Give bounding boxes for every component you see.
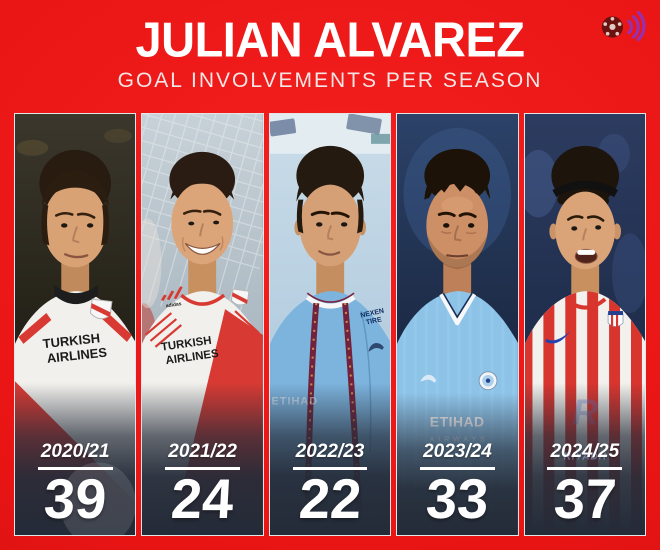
season-card-2021-22: adidas TURKISH AIRLINES 2021/22 24 — [141, 113, 264, 536]
season-label: 2024/25 — [547, 441, 623, 471]
football-pattern — [603, 16, 622, 36]
headband — [551, 180, 618, 198]
header: JULIAN ALVAREZ GOAL INVOLVEMENTS PER SEA… — [0, 11, 660, 93]
nike-swoosh-icon — [545, 330, 570, 344]
player-photo-river-2021: adidas TURKISH AIRLINES — [142, 114, 263, 535]
svg-text:NEXEN: NEXEN — [360, 308, 385, 320]
card-stats: 2023/24 33 — [397, 441, 517, 531]
card-stats: 2020/21 39 — [15, 441, 135, 531]
season-card-2022-23: NEXEN TIRE ETIHAD 2022/23 22 — [268, 113, 392, 536]
page-title: JULIAN ALVAREZ — [135, 11, 525, 68]
goal-involvements-value: 37 — [552, 467, 618, 531]
goal-involvements-value: 22 — [297, 467, 363, 531]
goal-involvements-value: 24 — [169, 467, 236, 531]
sleeve-sponsor-text: NEXEN TIRE — [360, 308, 385, 327]
goal-involvements-value: 39 — [42, 467, 109, 531]
signal-waves-icon — [627, 10, 646, 42]
shirt-sponsor-text: TURKISH AIRLINES — [42, 330, 108, 366]
svg-text:TURKISH: TURKISH — [42, 330, 101, 351]
puma-logo — [368, 343, 384, 352]
season-label: 2020/21 — [37, 441, 113, 471]
atletico-crest — [607, 311, 624, 327]
ghost-shirt-sponsor: RIYADH — [563, 451, 606, 462]
player-photo-river-2020: TURKISH AIRLINES — [15, 114, 136, 535]
football-signal-icon — [601, 10, 646, 42]
season-card-2023-24: ETIHAD AIRWAYS 2023/24 33 — [396, 113, 519, 536]
river-plate-crest — [89, 298, 113, 320]
season-card-2024-25: R RIYADH 2024/25 37 — [523, 113, 647, 536]
season-label: 2021/22 — [165, 441, 240, 471]
season-cards-row: TURKISH AIRLINES 2020/21 39 — [14, 113, 647, 536]
season-label: 2022/23 — [292, 441, 368, 471]
player-photo-city-2023: ETIHAD AIRWAYS — [397, 114, 518, 535]
player-photo-atletico-2024: R RIYADH — [524, 114, 646, 535]
puma-logo — [420, 374, 437, 383]
svg-text:AIRLINES: AIRLINES — [46, 345, 108, 366]
season-card-2020-21: TURKISH AIRLINES 2020/21 39 — [14, 113, 137, 536]
card-stats: 2021/22 24 — [142, 441, 262, 531]
goal-involvements-value: 33 — [424, 467, 491, 531]
river-plate-crest — [231, 288, 250, 306]
svg-text:TIRE: TIRE — [365, 316, 382, 326]
adidas-wordmark: adidas — [166, 301, 183, 309]
card-stats: 2024/25 37 — [525, 441, 645, 531]
champions-banner — [269, 114, 391, 144]
man-city-badge — [478, 371, 498, 391]
page-subtitle: GOAL INVOLVEMENTS PER SEASON — [117, 69, 543, 92]
card-stats: 2022/23 22 — [270, 441, 390, 531]
season-label: 2023/24 — [420, 441, 495, 471]
adidas-logo: adidas — [161, 286, 184, 309]
player-photo-city-2022: NEXEN TIRE ETIHAD — [269, 114, 391, 535]
